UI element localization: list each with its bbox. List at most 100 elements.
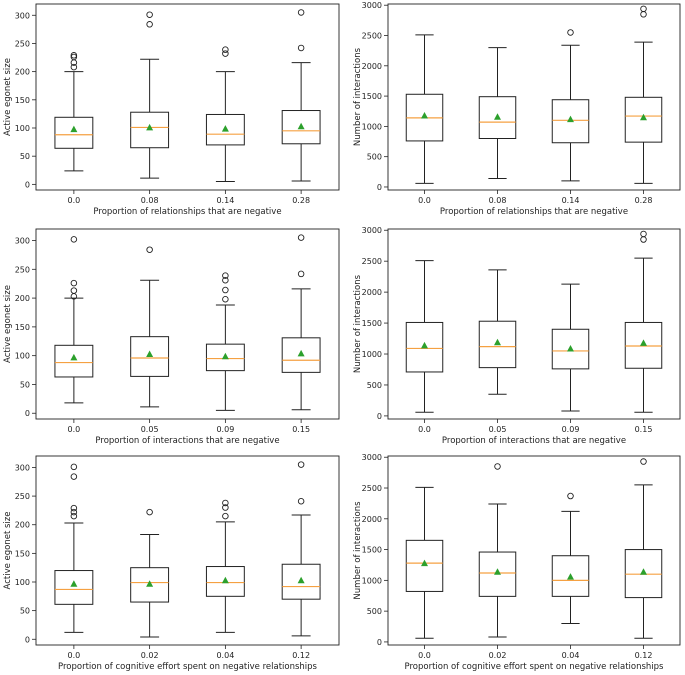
y-tick-label: 0 — [25, 409, 30, 418]
box-0.0 — [54, 236, 94, 404]
mean-marker — [221, 352, 229, 360]
outlier-point — [297, 9, 305, 16]
plot-frame — [35, 3, 340, 191]
box-0.02 — [478, 463, 517, 638]
x-tick-label: 0.05 — [489, 425, 507, 434]
x-tick-label: 0.28 — [635, 196, 653, 205]
y-tick-label: 250 — [15, 39, 30, 48]
y-tick-label: 2500 — [362, 257, 382, 266]
y-tick-label: 2500 — [362, 484, 382, 493]
box-0.12 — [624, 458, 663, 639]
y-tick-label: 0 — [377, 638, 382, 647]
x-tick-label: 0.09 — [216, 425, 234, 434]
x-tick-label: 0.15 — [635, 425, 653, 434]
y-tick-label: 50 — [20, 152, 30, 161]
x-axis-label: Proportion of cognitive effort spent on … — [405, 662, 665, 671]
y-tick-label: 300 — [15, 463, 30, 472]
x-tick-label: 0.05 — [141, 425, 159, 434]
mean-marker — [494, 338, 501, 346]
iqr-box — [54, 570, 94, 605]
y-tick-label: 2000 — [362, 288, 382, 297]
outlier-point — [70, 287, 78, 294]
y-tick-label: 50 — [20, 607, 30, 616]
outlier-point — [222, 286, 229, 294]
box-0.28 — [281, 9, 321, 182]
iqr-box — [205, 343, 245, 372]
iqr-box — [405, 539, 444, 592]
iqr-box — [130, 111, 170, 149]
outlier-point — [640, 236, 647, 243]
y-tick-label: 100 — [15, 352, 30, 361]
outlier-point — [640, 11, 647, 18]
iqr-box — [551, 328, 590, 370]
y-axis-label: Number of interactions — [353, 501, 363, 600]
box-0.0 — [405, 486, 444, 639]
iqr-box — [478, 320, 517, 369]
outlier-point — [146, 246, 153, 253]
mean-marker — [70, 353, 78, 361]
box-0.09 — [551, 283, 590, 412]
x-axis-label: Proportion of relationships that are neg… — [93, 207, 281, 217]
outlier-point — [297, 461, 305, 468]
y-axis-label: Number of interactions — [353, 274, 363, 373]
box-0.0 — [54, 52, 94, 172]
outlier-point — [146, 11, 153, 18]
box-0.12 — [281, 461, 321, 637]
mean-marker — [70, 125, 78, 133]
outlier-point — [567, 492, 574, 500]
y-tick-label: 200 — [15, 68, 30, 77]
y-tick-label: 150 — [15, 96, 30, 105]
plot-frame — [35, 455, 340, 646]
iqr-box — [130, 336, 170, 377]
box-0.0 — [54, 463, 94, 633]
y-tick-label: 150 — [15, 323, 30, 332]
y-tick-label: 100 — [15, 578, 30, 587]
y-tick-label: 1500 — [362, 92, 382, 101]
outlier-point — [70, 508, 78, 516]
x-tick-label: 0.08 — [489, 196, 507, 205]
y-tick-label: 200 — [15, 294, 30, 303]
box-0.04 — [205, 499, 245, 633]
box-0.28 — [624, 5, 663, 184]
x-axis-label: Proportion of cognitive effort spent on … — [58, 662, 318, 671]
box-0.04 — [551, 492, 590, 624]
outlier-point — [640, 458, 647, 465]
x-axis-label: Proportion of relationships that are neg… — [440, 207, 628, 217]
box-0.05 — [130, 246, 170, 408]
mean-marker — [146, 580, 154, 587]
box-0.15 — [281, 234, 321, 411]
outlier-point — [70, 473, 78, 480]
x-tick-label: 0.15 — [292, 425, 310, 434]
x-tick-label: 0.12 — [292, 651, 310, 660]
plot-frame — [387, 228, 681, 420]
y-tick-label: 200 — [15, 521, 30, 530]
y-tick-label: 300 — [15, 237, 30, 246]
mean-marker — [567, 573, 574, 580]
y-tick-label: 100 — [15, 124, 30, 133]
mean-marker — [421, 341, 428, 349]
iqr-box — [624, 321, 663, 369]
x-tick-label: 0.0 — [68, 425, 81, 434]
mean-marker — [146, 123, 154, 131]
mean-marker — [221, 576, 229, 584]
outlier-point — [70, 53, 78, 61]
mean-marker — [297, 122, 305, 130]
x-tick-label: 0.14 — [562, 196, 580, 205]
y-tick-label: 1500 — [362, 546, 382, 555]
x-tick-label: 0.14 — [216, 196, 234, 205]
y-axis-label: Number of interactions — [353, 47, 363, 146]
y-tick-label: 1000 — [362, 122, 382, 131]
y-tick-label: 2000 — [362, 515, 382, 524]
x-tick-label: 0.0 — [418, 425, 431, 434]
x-tick-label: 0.28 — [292, 196, 310, 205]
x-tick-label: 0.09 — [562, 425, 580, 434]
y-tick-label: 1000 — [362, 350, 382, 359]
outlier-point — [146, 508, 153, 516]
iqr-box — [405, 321, 444, 373]
mean-marker — [297, 576, 305, 584]
y-tick-label: 0 — [377, 183, 382, 192]
mean-marker — [421, 559, 428, 567]
iqr-box — [478, 551, 517, 597]
